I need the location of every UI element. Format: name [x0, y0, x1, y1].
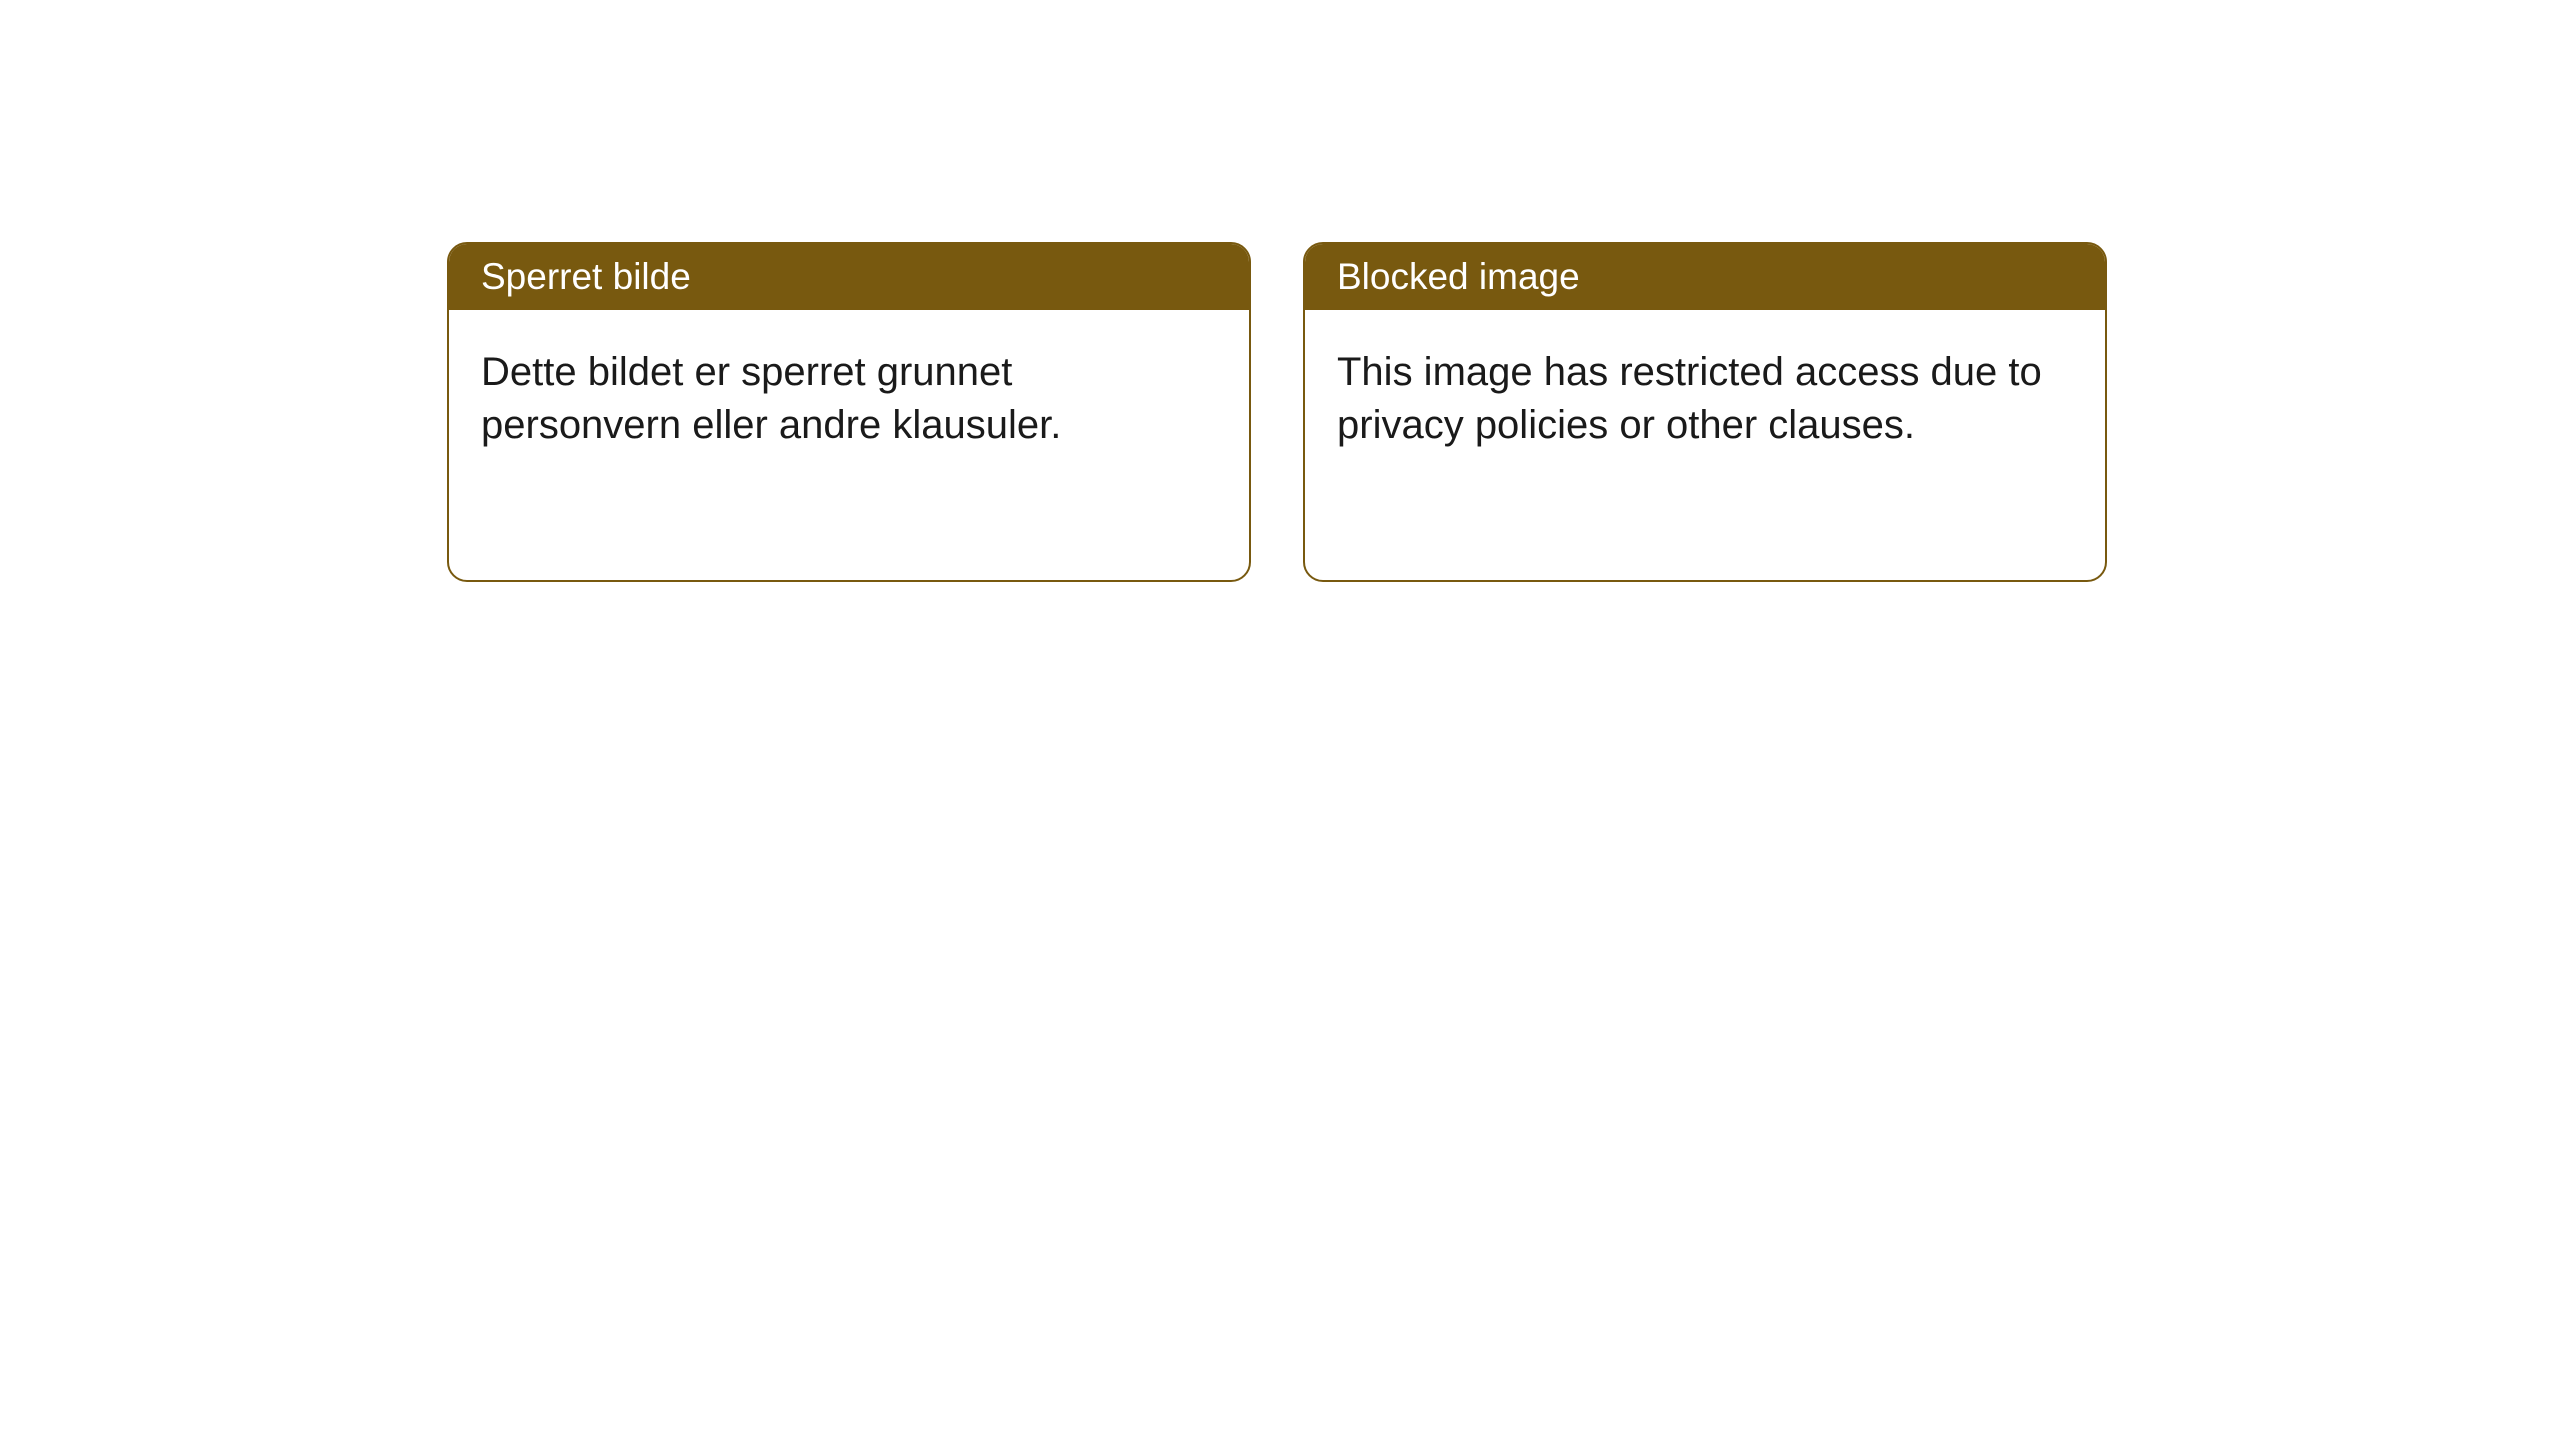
- notice-card-norwegian: Sperret bilde Dette bildet er sperret gr…: [447, 242, 1251, 582]
- card-header: Blocked image: [1305, 244, 2105, 310]
- card-title: Blocked image: [1337, 256, 1580, 297]
- notice-card-english: Blocked image This image has restricted …: [1303, 242, 2107, 582]
- notice-cards-container: Sperret bilde Dette bildet er sperret gr…: [447, 242, 2107, 582]
- card-body: This image has restricted access due to …: [1305, 310, 2105, 580]
- card-body-text: Dette bildet er sperret grunnet personve…: [481, 350, 1061, 447]
- card-header: Sperret bilde: [449, 244, 1249, 310]
- card-title: Sperret bilde: [481, 256, 691, 297]
- card-body: Dette bildet er sperret grunnet personve…: [449, 310, 1249, 580]
- card-body-text: This image has restricted access due to …: [1337, 350, 2042, 447]
